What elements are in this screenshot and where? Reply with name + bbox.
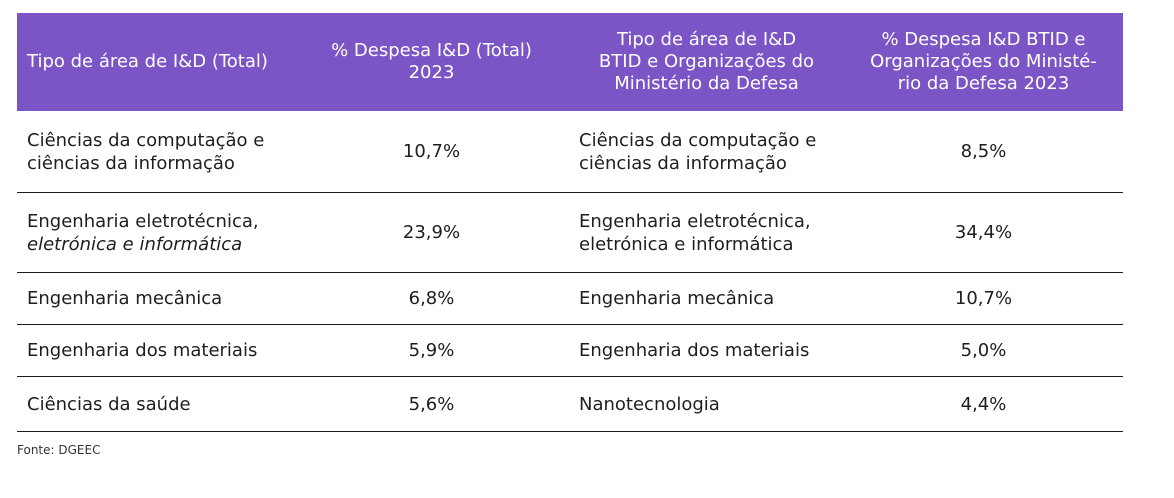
header-area-total: Tipo de área de I&D (Total) (27, 51, 268, 72)
cell-pct-btid: 34,4% (954, 222, 1013, 243)
table-row: Engenharia dos materiais 5,9% Engenharia… (17, 325, 1123, 377)
header-pct-total: % Despesa I&D (Total) 2023 (331, 40, 532, 83)
cell-pct-btid: 4,4% (960, 393, 1007, 415)
cell-pct-total: 23,9% (402, 222, 461, 243)
cell-area-total: Engenharia mecânica (27, 288, 223, 309)
source-note: Fonte: DGEEC (17, 443, 101, 457)
cell-area-btid: Engenharia eletrotécnica, eletrónica e i… (579, 210, 811, 255)
cell-pct-btid: 5,0% (960, 340, 1007, 361)
cell-area-total: Ciências da computação e ciências da inf… (27, 129, 265, 174)
cell-area-total: Ciências da saúde (27, 393, 191, 415)
cell-area-total: Engenharia dos materiais (27, 340, 258, 361)
header-pct-btid: % Despesa I&D BTID e Organizações do Min… (870, 29, 1097, 94)
cell-area-btid: Engenharia mecânica (579, 288, 775, 309)
cell-pct-total: 10,7% (402, 141, 461, 162)
table-row: Ciências da saúde 5,6% Nanotecnologia 4,… (17, 377, 1123, 432)
cell-pct-total: 5,9% (408, 340, 455, 361)
data-table: Tipo de área de I&D (Total) % Despesa I&… (17, 13, 1123, 432)
cell-pct-total: 6,8% (408, 288, 455, 309)
table-row: Engenharia mecânica 6,8% Engenharia mecâ… (17, 273, 1123, 325)
header-area-btid: Tipo de área de I&D BTID e Organizações … (598, 29, 815, 94)
cell-area-total: Engenharia eletrotécnica, eletrónica e i… (27, 210, 259, 255)
cell-area-btid: Engenharia dos materiais (579, 340, 810, 361)
cell-area-btid: Nanotecnologia (579, 393, 720, 415)
cell-pct-total: 5,6% (408, 393, 455, 415)
cell-pct-btid: 8,5% (960, 141, 1007, 162)
table-header: Tipo de área de I&D (Total) % Despesa I&… (17, 13, 1123, 111)
cell-pct-btid: 10,7% (954, 288, 1013, 309)
cell-area-btid: Ciências da computação e ciências da inf… (579, 129, 817, 174)
table-row: Engenharia eletrotécnica, eletrónica e i… (17, 193, 1123, 273)
table-row: Ciências da computação e ciências da inf… (17, 111, 1123, 193)
